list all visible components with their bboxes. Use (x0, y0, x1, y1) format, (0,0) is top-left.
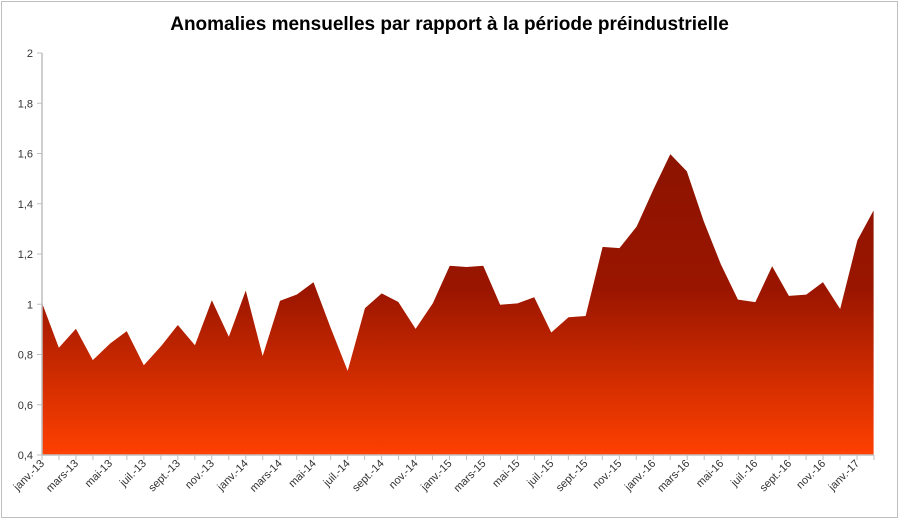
y-tick-label: 0,8 (18, 350, 33, 362)
y-tick-label: 1,6 (18, 149, 33, 161)
y-tick-label: 0,4 (18, 450, 33, 462)
y-tick-label: 0,6 (18, 400, 33, 412)
x-tick-label: juil.-13 (117, 458, 149, 490)
x-tick-label: mars-15 (452, 458, 489, 495)
x-tick-label: juil.-15 (524, 458, 556, 490)
x-tick-label: mars-14 (248, 458, 285, 495)
x-tick-label: nov.-15 (591, 458, 625, 492)
x-tick-label: nov.-14 (387, 458, 421, 492)
x-tick-label: juil.-16 (728, 458, 760, 490)
x-tick-label: janv.-17 (826, 458, 862, 494)
y-tick-label: 2 (27, 48, 33, 60)
x-tick-label: janv.-13 (11, 458, 47, 494)
chart-title: Anomalies mensuelles par rapport à la pé… (170, 14, 729, 35)
y-tick-label: 1 (27, 299, 33, 311)
x-tick-label: janv.-15 (418, 458, 454, 494)
x-tick-label: mai-16 (694, 458, 726, 490)
x-tick-label: mai-13 (83, 458, 115, 490)
x-tick-label: mai-14 (287, 458, 319, 490)
y-tick-label: 1,2 (18, 249, 33, 261)
x-tick-label: nov.-16 (794, 458, 828, 492)
x-tick-label: mars-13 (44, 458, 81, 495)
x-tick-label: sept.-15 (554, 458, 591, 495)
x-tick-label: nov.-13 (183, 458, 217, 492)
series-area (41, 152, 875, 456)
x-tick-label: sept.-14 (350, 458, 387, 495)
x-tick-label: sept.-16 (758, 458, 795, 495)
x-tick-label: juil.-14 (321, 458, 353, 490)
y-tick-label: 1,4 (18, 199, 33, 211)
x-tick-label: sept.-13 (146, 458, 183, 495)
x-tick-label: mars-16 (655, 458, 692, 495)
x-tick-label: mai-15 (490, 458, 522, 490)
y-tick-label: 1,8 (18, 98, 33, 110)
x-tick-label: janv.-14 (215, 458, 251, 494)
x-tick-label: janv.-16 (622, 458, 658, 494)
